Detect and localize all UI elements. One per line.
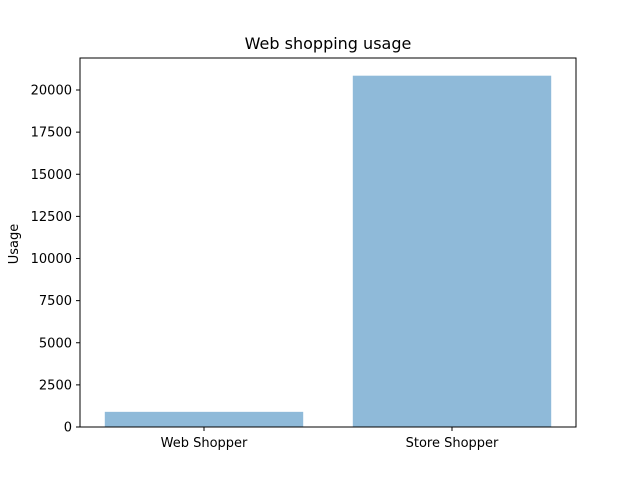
y-axis-ticks: 0 2500 5000 7500 10000 12500 15000 17500 20000	[31, 84, 80, 436]
y-tick-label: 0	[64, 421, 72, 436]
y-tick-label: 20000	[31, 84, 72, 99]
bars-group	[104, 75, 552, 427]
y-tick-label: 5000	[39, 336, 72, 351]
bar-store-shopper	[352, 75, 552, 427]
chart-title: Web shopping usage	[245, 34, 412, 53]
y-tick-label: 7500	[39, 294, 72, 309]
y-tick-label: 15000	[31, 168, 72, 183]
bar-web-shopper	[104, 411, 304, 427]
x-tick-label: Web Shopper	[161, 436, 248, 451]
y-tick-label: 12500	[31, 210, 72, 225]
x-tick-label: Store Shopper	[406, 436, 499, 451]
y-axis-title: Usage	[7, 224, 22, 265]
plot-frame	[79, 57, 577, 428]
y-tick-label: 10000	[31, 252, 72, 267]
y-tick-label: 2500	[39, 378, 72, 393]
y-tick-label: 17500	[31, 126, 72, 141]
x-axis-ticks: Web Shopper Store Shopper	[161, 427, 499, 451]
